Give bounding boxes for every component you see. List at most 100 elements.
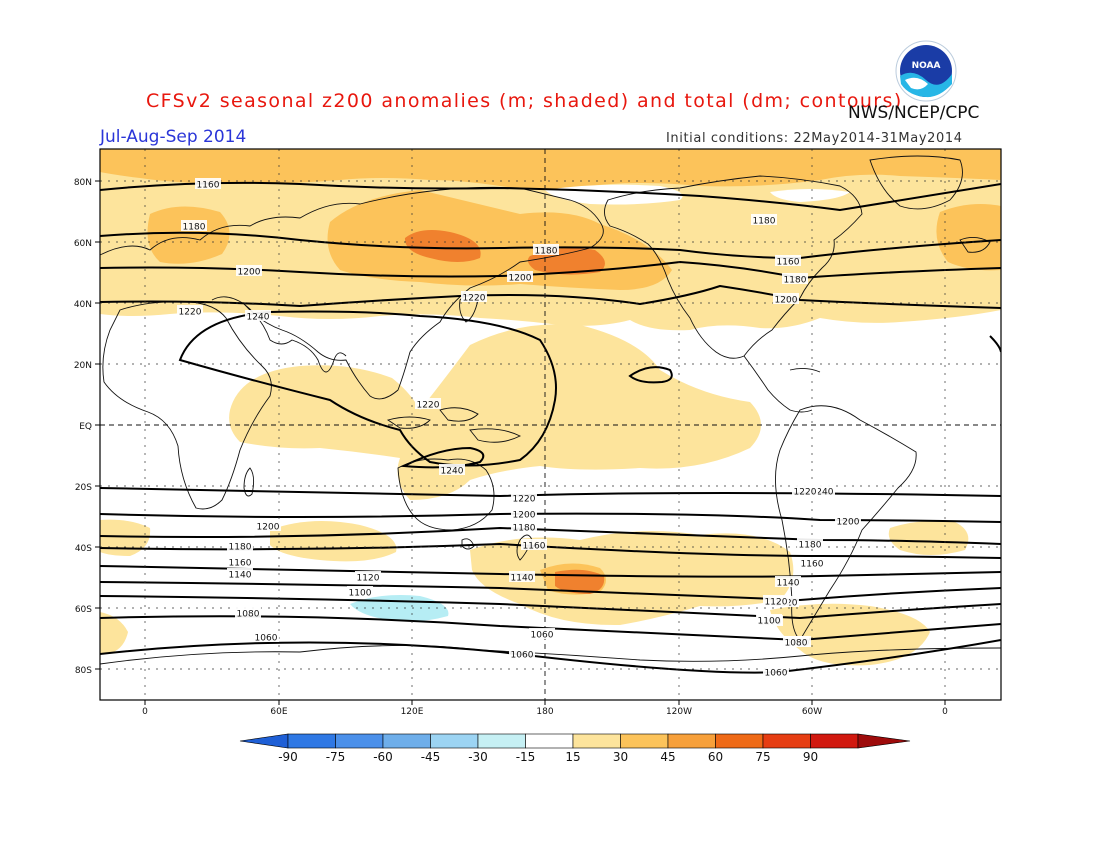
colorbar-tick-label: -90 (278, 750, 298, 764)
contour-label: 1180 (513, 524, 536, 534)
contour-label: 1060 (255, 634, 278, 644)
lon-label: 0 (942, 707, 948, 717)
contour-label: 1220 (179, 308, 202, 318)
contour-label: 1180 (535, 247, 558, 257)
contour-label: 1180 (229, 543, 252, 553)
season-label: Jul-Aug-Sep 2014 (100, 127, 247, 147)
contour-1240-ring (178, 310, 557, 467)
colorbar-swatch (477, 733, 526, 749)
lat-label: 40N (74, 300, 92, 310)
contour-label: 1120 (357, 574, 380, 584)
contour-label: 1160 (197, 181, 220, 191)
contour-label: 1160 (801, 560, 824, 570)
contour-label: 1160 (523, 542, 546, 552)
contour-label: 1160 (229, 559, 252, 569)
latitude-axis: 80N 60N 40N 20N EQ 20S 40S 60S 80S (74, 178, 100, 676)
contour-label: 1140 (511, 574, 534, 584)
contour-label: 1220 (794, 488, 817, 498)
colorbar-tick-label: 60 (708, 750, 723, 764)
contour-label: 1240 (441, 467, 464, 477)
lat-label: 80N (74, 178, 92, 188)
contour-label: 1200 (257, 523, 280, 533)
lat-label: 20S (75, 483, 92, 493)
contour-label: 1080 (785, 639, 808, 649)
colorbar-tick-label: 45 (660, 750, 675, 764)
longitude-axis: 0 60E 120E 180 120W 60W 0 (142, 700, 948, 717)
lat-label: 40S (75, 544, 92, 554)
contour-label: 1180 (753, 217, 776, 227)
height-contours (100, 181, 1001, 674)
colorbar-tick-label: 75 (755, 750, 770, 764)
contour-1100-sh (100, 595, 1001, 620)
contour-label: 1200 (775, 296, 798, 306)
colorbar-tick-label: -75 (326, 750, 346, 764)
contour-1140-sh (100, 565, 1001, 578)
contour-1080-sh (100, 615, 1001, 642)
contour-1220-nh (100, 284, 1001, 309)
colorbar-swatch (810, 733, 859, 749)
contour-label: 1180 (784, 276, 807, 286)
colorbar-swatch (287, 733, 336, 749)
colorbar-swatch (620, 733, 669, 749)
contour-1180-sh (100, 526, 1001, 545)
contour-label: 1180 (183, 223, 206, 233)
contour-label: 1080 (237, 610, 260, 620)
colorbar-tick-label: 30 (613, 750, 628, 764)
contour-label: 1220 (463, 294, 486, 304)
lon-label: 180 (536, 707, 553, 717)
colorbar-swatch (572, 733, 621, 749)
colorbar-tick-label: -30 (468, 750, 488, 764)
noaa-logo-icon: NOAA (895, 40, 957, 102)
colorbar-tick-label: -45 (421, 750, 441, 764)
initial-conditions-label: Initial conditions: 22May2014-31May2014 (666, 131, 963, 146)
colorbar-swatch (430, 733, 479, 749)
lat-label: 60N (74, 239, 92, 249)
lat-label: 80S (75, 666, 92, 676)
contour-label: 1220 (513, 495, 536, 505)
colorbar-tick-label: 15 (565, 750, 580, 764)
lat-label: 20N (74, 361, 92, 371)
agency-label: NWS/NCEP/CPC (848, 103, 980, 123)
contour-label: 1200 (513, 511, 536, 521)
contour-label: 1180 (799, 541, 822, 551)
contour-label: 1160 (777, 258, 800, 268)
contour-label: 1240 (811, 488, 834, 498)
colorbar-swatch (525, 733, 574, 749)
contour-label: 1200 (509, 274, 532, 284)
lon-label: 0 (142, 707, 148, 717)
lat-label: 60S (75, 605, 92, 615)
colorbar-arrow-right (857, 733, 911, 749)
contour-label: 1060 (531, 631, 554, 641)
coastlines (100, 155, 1001, 665)
contour-label: 1140 (229, 571, 252, 581)
noaa-logo-text: NOAA (912, 61, 941, 71)
colorbar-swatch (667, 733, 716, 749)
lon-label: 120W (666, 707, 692, 717)
contour-label: 1200 (238, 268, 261, 278)
colorbar-swatch (762, 733, 811, 749)
colorbar-swatch (335, 733, 384, 749)
contour-label: 1240 (247, 313, 270, 323)
contour-label: 1060 (511, 651, 534, 661)
colorbar-arrow-left (239, 733, 289, 749)
contour-1160-sh (100, 542, 1001, 559)
contour-label: 1140 (777, 579, 800, 589)
colorbar-tick-label: -60 (373, 750, 393, 764)
lon-label: 60W (802, 707, 822, 717)
contour-label: 1060 (765, 669, 788, 679)
contour-label: 1200 (837, 518, 860, 528)
contour-1200-nh (100, 260, 1001, 280)
colorbar-swatch (715, 733, 764, 749)
contour-1160-nh (100, 181, 1001, 212)
contour-1200-sh (100, 512, 1001, 523)
colorbar-swatch (382, 733, 431, 749)
contour-1180-nh (100, 231, 1001, 260)
contour-label: 1100 (758, 617, 781, 627)
contour-label: 1100 (349, 589, 372, 599)
contour-label: 1220 (417, 401, 440, 411)
contour-1060-sh (100, 639, 1001, 674)
contour-label: 1120 (765, 598, 788, 608)
contour-1120-sh (100, 581, 1001, 602)
